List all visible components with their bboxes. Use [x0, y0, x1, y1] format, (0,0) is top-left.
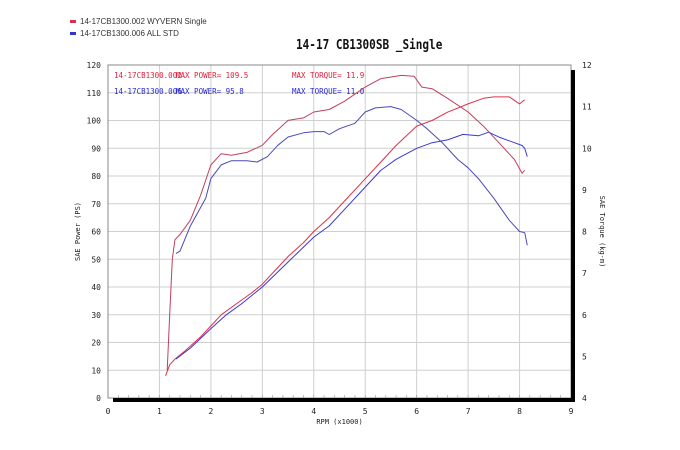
series-line-1	[175, 131, 528, 360]
x-axis-label: RPM (x1000)	[316, 418, 362, 426]
y2-tick-label: 8	[582, 228, 587, 237]
y-tick-label: 100	[87, 117, 102, 126]
annotation-max-power: MAX POWER= 95.8	[176, 87, 244, 96]
y-tick-label: 30	[91, 311, 101, 320]
series-line-2	[166, 74, 526, 371]
x-tick-label: 1	[157, 407, 162, 416]
legend-label: 14-17CB1300.002 WYVERN Single	[80, 17, 207, 26]
annotation-max-power: MAX POWER= 109.5	[176, 71, 248, 80]
annotation-run: 14-17CB1300.002	[114, 71, 182, 80]
y-tick-label: 50	[91, 255, 101, 264]
y-axis-label: SAE Power (PS)	[74, 202, 82, 261]
y-tick-label: 60	[91, 228, 101, 237]
y-tick-label: 90	[91, 144, 101, 153]
y-tick-label: 110	[87, 89, 102, 98]
x-tick-label: 6	[414, 407, 419, 416]
y-tick-label: 20	[91, 339, 101, 348]
y-tick-label: 10	[91, 366, 101, 375]
frame-shadow-bottom	[113, 398, 573, 402]
legend-item-std: 14-17CB1300.006 ALL STD	[70, 29, 179, 38]
y-tick-label: 0	[96, 394, 101, 403]
series-line-3	[175, 106, 528, 255]
y-tick-label: 70	[91, 200, 101, 209]
y-tick-label: 120	[87, 61, 102, 70]
x-tick-label: 4	[311, 407, 316, 416]
y-tick-label: 40	[91, 283, 101, 292]
x-tick-label: 5	[363, 407, 368, 416]
legend-label: 14-17CB1300.006 ALL STD	[80, 29, 179, 38]
x-tick-label: 0	[106, 407, 111, 416]
x-tick-label: 9	[569, 407, 574, 416]
chart-title: 14-17 CB1300SB _Single	[296, 38, 443, 53]
y2-tick-label: 5	[582, 352, 587, 361]
y2-tick-label: 6	[582, 311, 587, 320]
x-tick-label: 3	[260, 407, 265, 416]
y2-tick-label: 7	[582, 269, 587, 278]
frame-shadow-right	[571, 70, 575, 402]
y2-tick-label: 9	[582, 186, 587, 195]
y2-tick-label: 12	[582, 61, 592, 70]
x-tick-label: 2	[208, 407, 213, 416]
annotation-max-torque: MAX TORQUE= 11.0	[292, 87, 365, 96]
y-tick-label: 80	[91, 172, 101, 181]
x-tick-label: 8	[517, 407, 522, 416]
y2-axis-label: SAE Torque (kg-m)	[598, 196, 606, 268]
legend-item-wyvern: 14-17CB1300.002 WYVERN Single	[70, 17, 207, 26]
legend-swatch-blue	[70, 32, 76, 36]
y2-tick-label: 4	[582, 394, 587, 403]
annotation-run: 14-17CB1300.006	[114, 87, 182, 96]
annotation-max-torque: MAX TORQUE= 11.9	[292, 71, 364, 80]
y2-tick-label: 11	[582, 103, 592, 112]
legend-swatch-red	[70, 20, 76, 24]
series-line-0	[165, 96, 526, 376]
y2-tick-label: 10	[582, 144, 592, 153]
x-tick-label: 7	[466, 407, 471, 416]
